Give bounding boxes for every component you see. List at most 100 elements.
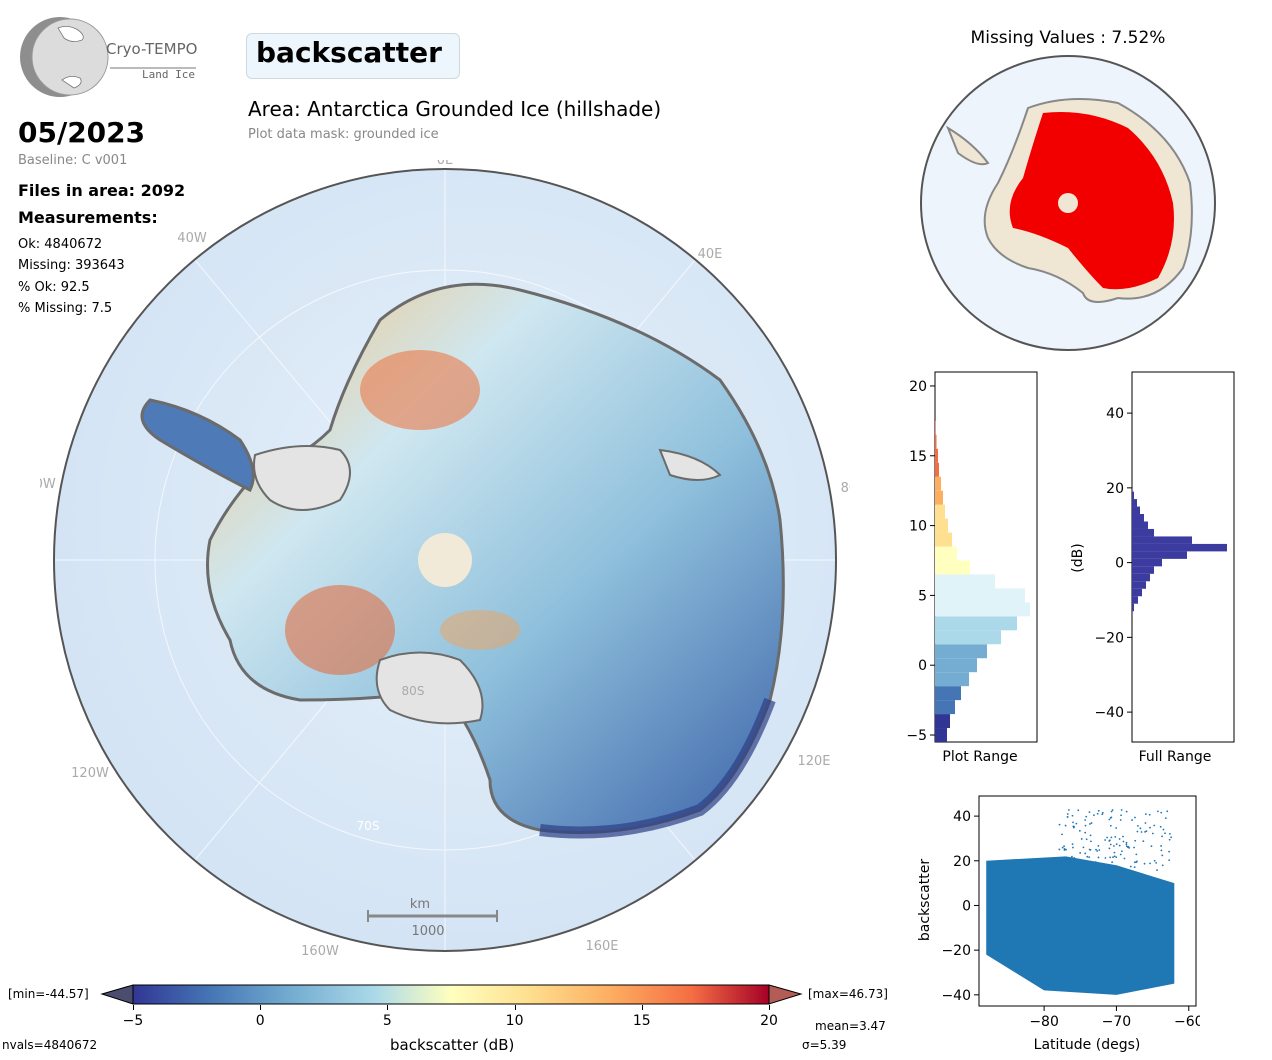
scatter-point (1061, 846, 1064, 849)
scatter-point (1133, 866, 1136, 869)
colorbar-nvals: nvals=4840672 (2, 1038, 98, 1052)
logo-subtitle: Land Ice (142, 68, 195, 81)
ronne-ice-shelf (253, 445, 351, 511)
scatter-point (1088, 823, 1091, 825)
lon-label-120w: 120W (71, 766, 109, 781)
hist-bar (935, 700, 955, 715)
scatter-point (1104, 839, 1106, 841)
mask-note: Plot data mask: grounded ice (248, 127, 439, 142)
scatter-point (1067, 869, 1069, 872)
lat-label-80s: 80S (402, 684, 425, 698)
hist-bar (935, 616, 1017, 631)
scatter-point (1149, 826, 1151, 829)
scatter-point (1164, 832, 1166, 835)
scatter-point-cloud (986, 856, 1175, 995)
hist-bar (1132, 514, 1144, 522)
colorbar-tick-label: 15 (632, 1013, 651, 1029)
hist-bar (1132, 506, 1140, 515)
scatter-point (1120, 814, 1122, 817)
lon-label-80w: 80W (40, 477, 56, 492)
hist-bar (935, 560, 970, 575)
plot-range-label: Plot Range (942, 749, 1017, 765)
hist-bar (935, 434, 937, 449)
colorbar-mean: mean=3.47 (815, 1019, 886, 1033)
scatter-point (1110, 836, 1113, 839)
scatter-point (1160, 849, 1163, 852)
y-tick-label: 0 (918, 658, 927, 674)
scatter-point (1119, 853, 1122, 856)
hist-bar (935, 420, 936, 435)
scatter-point (1106, 836, 1108, 839)
scatter-point (1077, 868, 1079, 871)
scatter-point (1082, 846, 1085, 849)
scatter-point (1121, 869, 1124, 872)
missing-count: Missing: 393643 (18, 258, 125, 273)
parameter-title: backscatter (256, 36, 442, 69)
scatter-point (1120, 867, 1123, 870)
scatter-point (1114, 835, 1117, 838)
scatter-point (1101, 813, 1104, 816)
colorbar-tick-label: −5 (122, 1013, 144, 1029)
scatter-point (1086, 855, 1089, 858)
hist-bar (935, 490, 943, 505)
scatter-point (1145, 830, 1148, 833)
hist-bar (935, 672, 969, 687)
hist-bar (935, 462, 939, 477)
scatter-point (1135, 853, 1138, 856)
hist-bar (1132, 491, 1134, 500)
lon-label-40e: 40E (698, 247, 723, 262)
x-tick-label: −80 (1029, 1014, 1059, 1030)
scatter-point (1120, 809, 1123, 811)
hist-bar (1132, 499, 1137, 507)
scatter-point (1084, 852, 1087, 855)
scatter-point (1113, 851, 1116, 854)
scatter-point (1058, 823, 1061, 826)
scatter-point (1125, 810, 1128, 813)
hist-bar (1132, 588, 1142, 597)
scatter-point (1143, 862, 1146, 865)
antarctic-peninsula (140, 398, 255, 493)
hist-bar (935, 504, 945, 519)
scatter-point (1144, 822, 1147, 824)
scatter-point (1108, 865, 1111, 868)
scatter-point (1089, 834, 1092, 837)
scatter-point (1068, 809, 1070, 811)
scatter-point (1071, 814, 1074, 817)
colorbar-sigma: σ=5.39 (802, 1038, 847, 1052)
hist-bar (935, 686, 961, 701)
scatter-point (1072, 821, 1074, 824)
scatter-point (1133, 861, 1136, 864)
y-tick-label: 40 (1106, 406, 1124, 422)
hist-bar (935, 448, 938, 463)
scatter-point (1093, 814, 1095, 817)
scatter-point (1104, 864, 1107, 867)
scatter-point (1064, 824, 1067, 827)
scatter-point (1063, 845, 1065, 848)
scatter-point (1109, 856, 1112, 859)
hist-bar (935, 588, 1025, 603)
scatter-point (1120, 850, 1123, 853)
continent-ice-sheet (206, 282, 785, 834)
logo-moon-icon (20, 17, 196, 97)
y-tick-label: 0 (962, 898, 971, 914)
scatter-point (1122, 835, 1124, 838)
colorbar-tick (514, 1005, 516, 1010)
date-label: 05/2023 (18, 116, 146, 149)
full-range-label: Full Range (1139, 749, 1212, 765)
scatter-point (1084, 831, 1087, 834)
hist-bar (1132, 566, 1154, 574)
scatter-point (1098, 849, 1101, 851)
scatter-point (1122, 840, 1125, 843)
scatter-point (1166, 810, 1169, 813)
missing-values-title: Missing Values : 7.52% (970, 28, 1166, 48)
scatter-point (1101, 811, 1104, 814)
scatter-point (1067, 860, 1070, 863)
x-tick-label: −60 (1174, 1014, 1200, 1030)
scatter-point (1079, 852, 1082, 854)
scatter-point (1113, 855, 1116, 858)
scatter-point (1128, 847, 1131, 849)
scatter-point (1137, 824, 1139, 827)
y-tick-label: 5 (918, 588, 927, 604)
colorbar-tick-label: 0 (255, 1013, 265, 1029)
scatter-point (1071, 855, 1073, 858)
